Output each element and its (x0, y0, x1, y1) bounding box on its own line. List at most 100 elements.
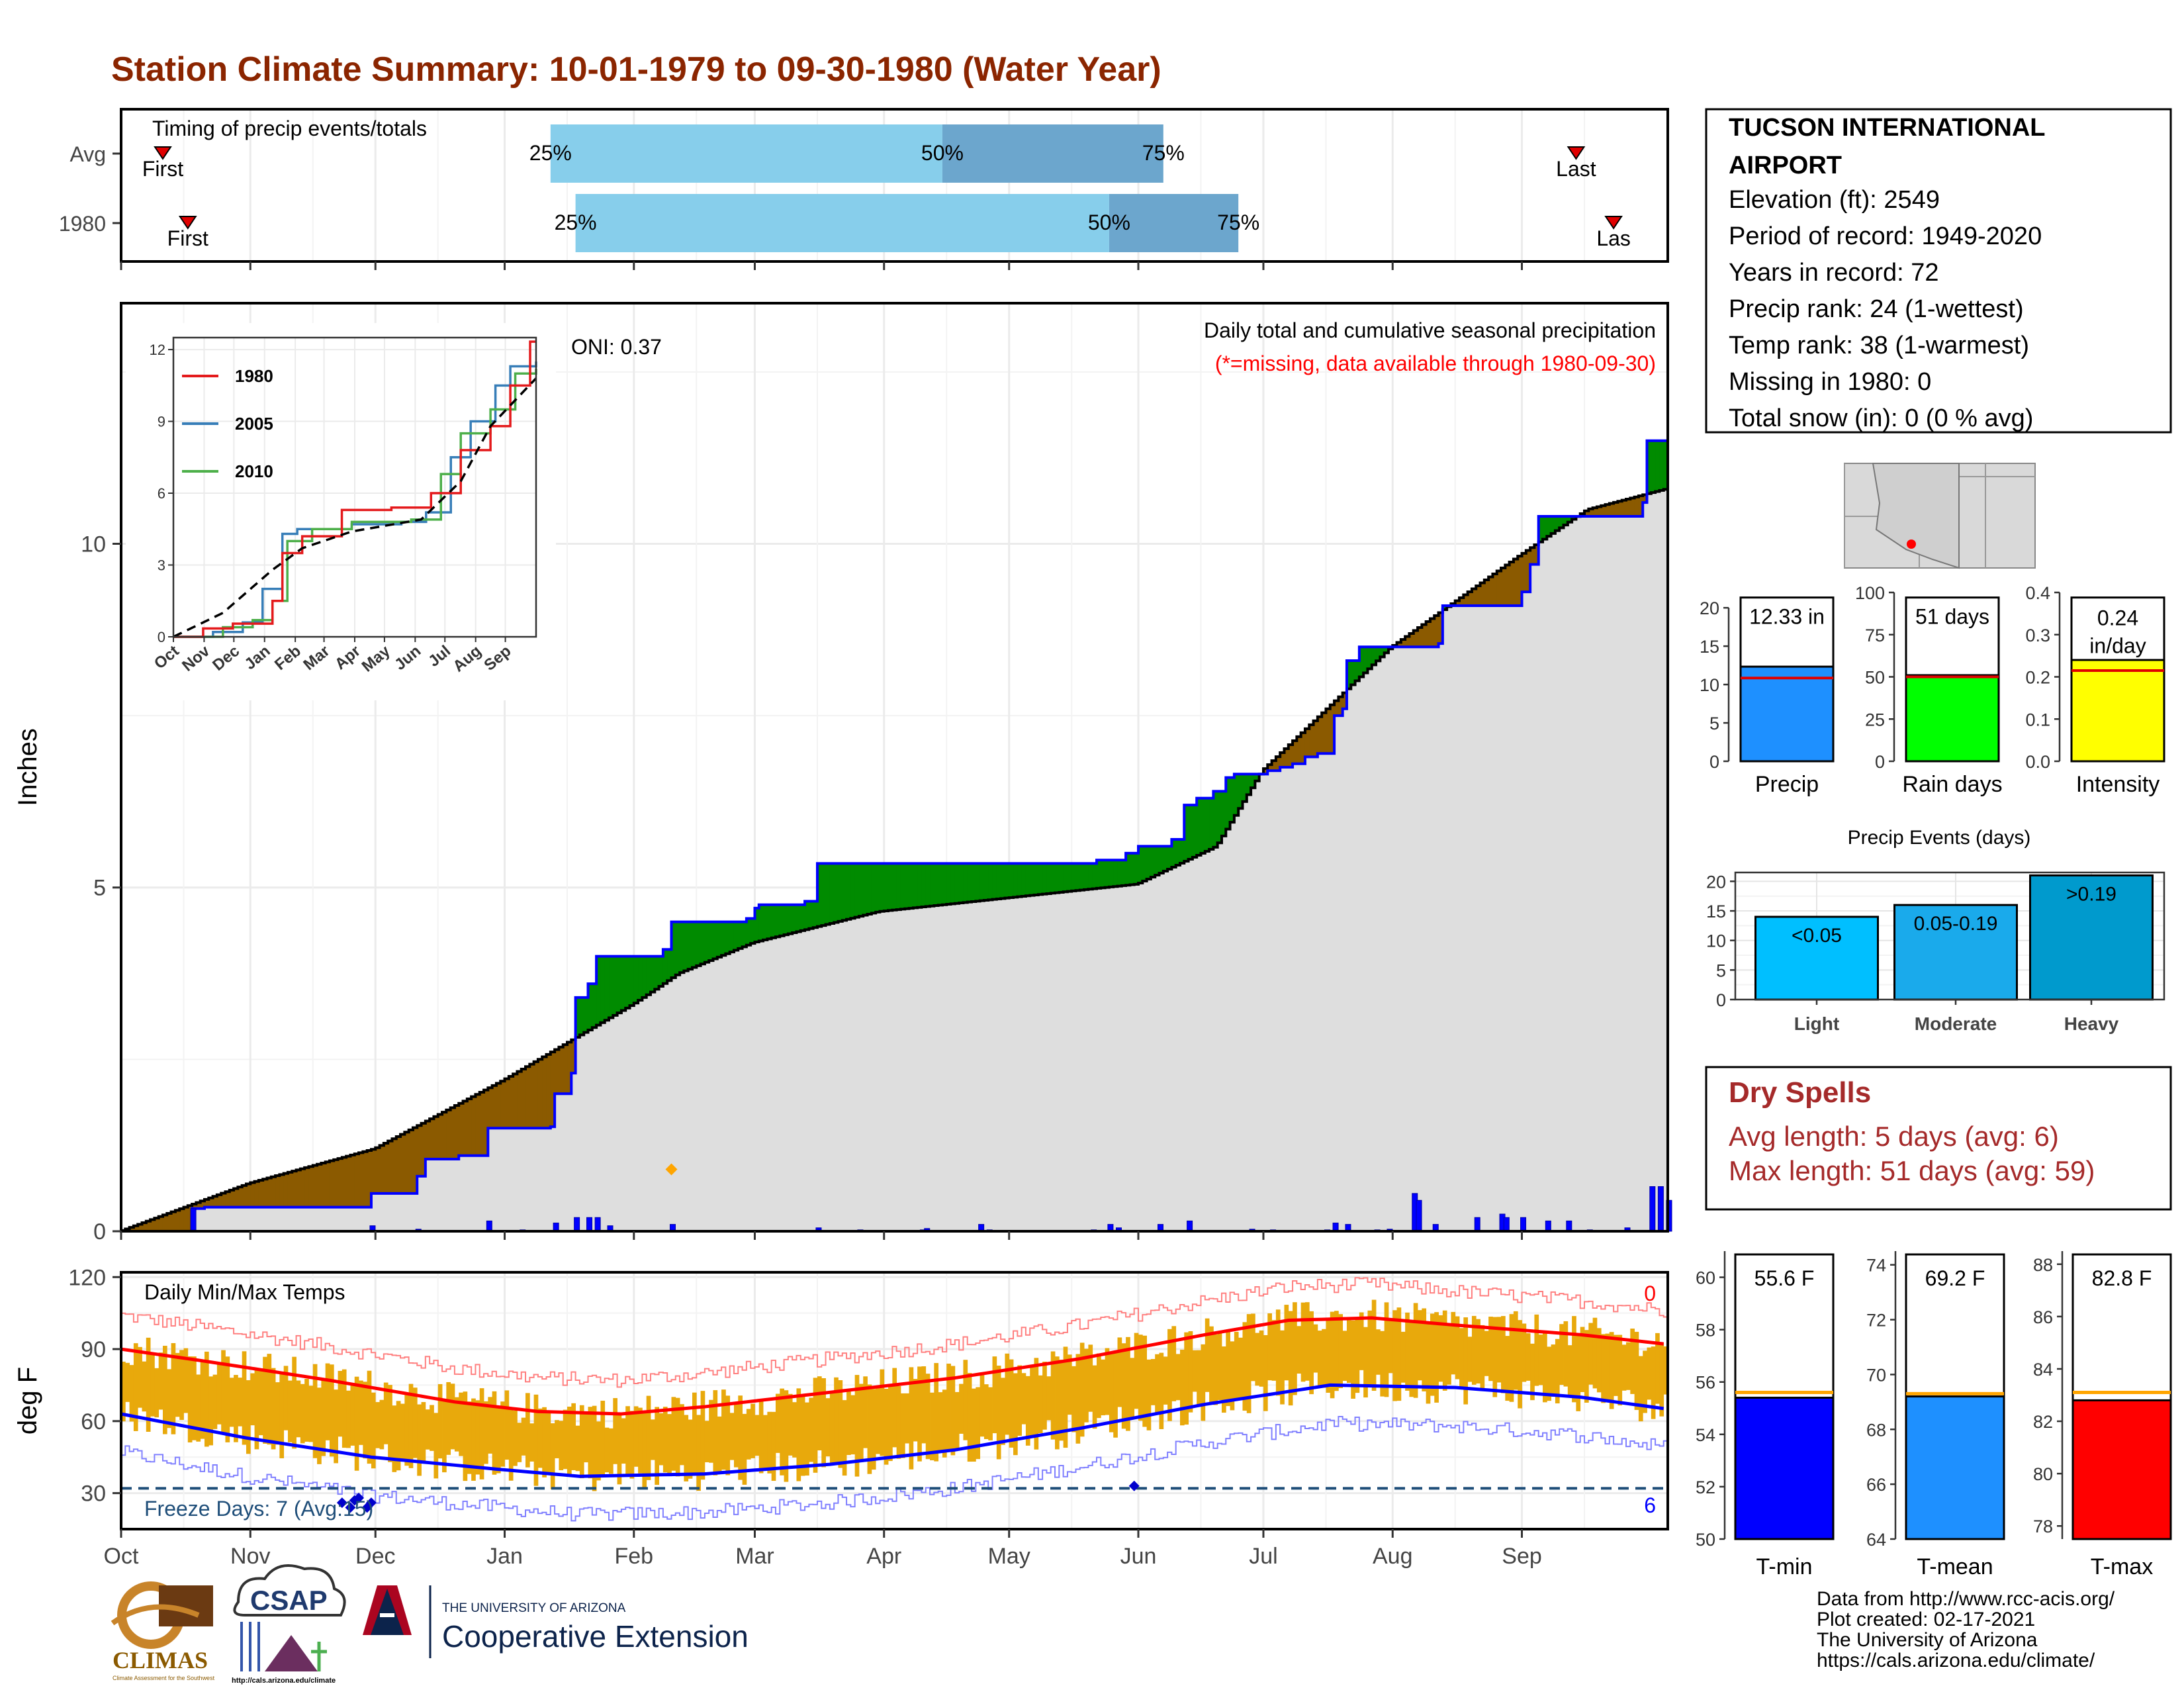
daily-temp-bar (1013, 1373, 1018, 1456)
tempbar-y-tick-label: 78 (2033, 1517, 2053, 1536)
daily-temp-bar (1155, 1354, 1160, 1413)
station-precip-rank: Precip rank: 24 (1-wettest) (1729, 295, 2024, 323)
daily-temp-bar (592, 1405, 597, 1491)
daily-temp-bar (404, 1394, 410, 1466)
daily-temp-bar (1192, 1350, 1197, 1392)
deficit-column (412, 1127, 418, 1194)
deficit-column (1476, 586, 1481, 606)
surplus-column (805, 901, 809, 930)
deficit-column (1405, 636, 1410, 647)
surplus-column (1179, 839, 1185, 863)
daily-temp-bar (1209, 1326, 1214, 1403)
daily-temp-bar (1171, 1326, 1177, 1401)
daily-temp-bar (1501, 1316, 1506, 1393)
daily-temp-bar (1647, 1347, 1652, 1400)
deficit-column (367, 1150, 372, 1207)
daily-temp-bar (334, 1389, 338, 1464)
surplus-column (967, 863, 972, 902)
temp-y-tick-label: 30 (81, 1481, 106, 1507)
surplus-column (1055, 863, 1060, 893)
tempbar-y-tick-label: 70 (1866, 1365, 1886, 1385)
daily-temp-bar (1563, 1321, 1569, 1387)
surplus-column (617, 956, 622, 1013)
deficit-column (1334, 700, 1339, 716)
deficit-column (1518, 556, 1523, 606)
daily-temp-bar (425, 1409, 430, 1450)
daily-temp-bar (1230, 1341, 1235, 1411)
deficit-column (1530, 547, 1535, 565)
surplus-column (1567, 516, 1572, 522)
deficit-column (1605, 504, 1610, 516)
deficit-column (229, 1190, 234, 1207)
surplus-column (746, 918, 751, 945)
daily-temp-bar (400, 1403, 405, 1459)
surplus-column (1655, 440, 1661, 492)
oni-label: ONI: 0.37 (571, 335, 662, 359)
summary-value-bar (2070, 659, 2165, 763)
surplus-column (588, 984, 593, 1030)
surplus-column (892, 863, 897, 910)
event-bar-moderate (1893, 904, 2018, 1001)
surplus-column (633, 956, 639, 1004)
daily-temp-bar (571, 1403, 576, 1470)
daily-temp-bar (854, 1375, 860, 1477)
daily-temp-bar (1522, 1323, 1527, 1382)
deficit-column (1488, 577, 1494, 606)
daily-temp-bar (296, 1380, 301, 1438)
surplus-column (1088, 863, 1093, 890)
surplus-column (1105, 860, 1110, 888)
surplus-column (684, 921, 689, 971)
deficit-column (359, 1152, 363, 1207)
summary-y-tick-label: 0.1 (2025, 710, 2050, 729)
deficit-column (525, 1066, 530, 1129)
daily-temp-bar (709, 1399, 713, 1463)
daily-temp-bar (1184, 1332, 1189, 1425)
timing-bar-25-50 (550, 124, 942, 183)
surplus-column (1167, 846, 1172, 870)
daily-precip-bar (1474, 1217, 1480, 1232)
daily-temp-bar (1409, 1321, 1414, 1397)
tempbar-y-tick-label: 88 (2033, 1255, 2053, 1275)
summary-y-tick-label: 15 (1700, 637, 1719, 657)
surplus-column (1159, 846, 1164, 874)
summary-value-bar (1739, 665, 1835, 763)
footer-url: https://cals.arizona.edu/climate/ (1817, 1650, 2095, 1671)
daily-temp-bar (742, 1413, 747, 1485)
daily-temp-bar (1201, 1344, 1206, 1421)
deficit-column (1288, 744, 1293, 767)
surplus-column (1380, 647, 1385, 657)
inset-legend-label: 2010 (235, 461, 273, 481)
daily-temp-bar (275, 1382, 280, 1445)
surplus-column (604, 956, 610, 1021)
daily-temp-bar (513, 1410, 518, 1466)
surplus-column (1175, 839, 1181, 865)
daily-temp-bar (1434, 1312, 1439, 1403)
surplus-column (876, 863, 881, 912)
deficit-column (1413, 630, 1418, 647)
timing-label-50: 50% (921, 141, 964, 165)
daily-temp-bar (604, 1427, 610, 1473)
surplus-column (667, 949, 672, 981)
daily-temp-bar (158, 1352, 163, 1410)
surplus-column (917, 863, 923, 908)
daily-temp-bar (792, 1402, 797, 1458)
deficit-column (1297, 736, 1302, 764)
surplus-column (1346, 661, 1351, 689)
surplus-column (867, 863, 872, 914)
temp-y-tick-label: 60 (81, 1409, 106, 1434)
deficit-column (1426, 622, 1431, 647)
daily-temp-bar (662, 1407, 668, 1473)
surplus-column (1059, 863, 1064, 892)
daily-temp-bar (629, 1411, 635, 1479)
daily-temp-bar (517, 1423, 522, 1462)
daily-temp-bar (388, 1385, 392, 1462)
inset-y-tick-label: 0 (158, 629, 165, 645)
daily-temp-bar (446, 1382, 451, 1455)
month-tick-label: May (988, 1544, 1030, 1569)
daily-temp-bar (863, 1376, 868, 1448)
csap-logo-text: CSAP (250, 1585, 328, 1616)
daily-temp-bar (162, 1346, 167, 1434)
tempbar-y-tick-label: 52 (1696, 1477, 1715, 1497)
daily-temp-bar (1163, 1356, 1168, 1405)
